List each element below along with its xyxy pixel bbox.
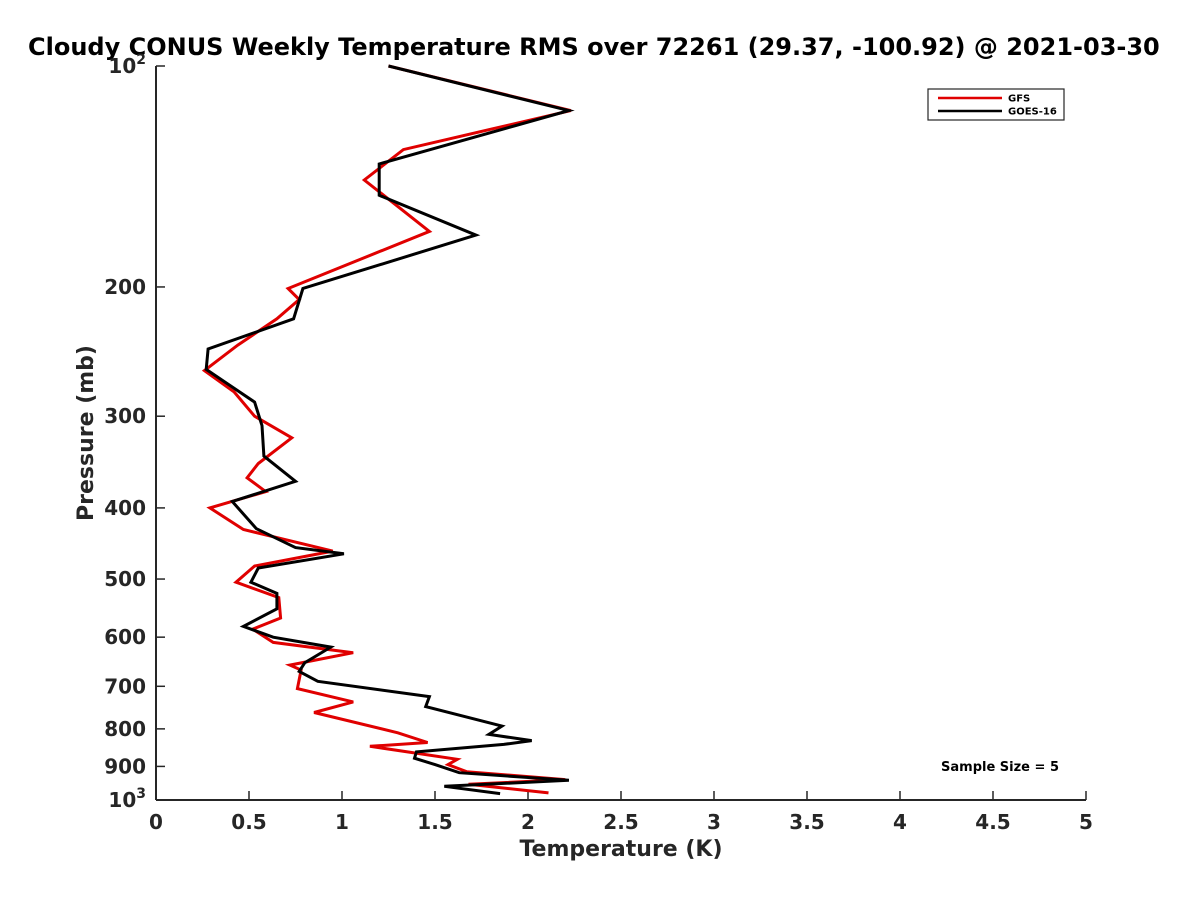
y-tick-label: 900 [104,754,146,778]
y-ticks: 102 200 300 400 500 600 700 800 900 103 [104,52,165,812]
legend-label-gfs: GFS [1008,94,1030,105]
series-layer [201,64,575,796]
x-tick-label: 0 [149,810,163,834]
legend-label-goes-16: GOES-16 [1008,107,1057,118]
x-tick-label: 4.5 [975,810,1010,834]
chart-title: Cloudy CONUS Weekly Temperature RMS over… [28,33,1160,61]
y-tick-label: 103 [108,786,146,812]
x-tick-label: 3.5 [789,810,824,834]
y-axis-label: Pressure (mb) [74,345,99,521]
y-tick-label: 200 [104,275,146,299]
legend-box [927,88,1065,121]
x-tick-label: 2 [521,810,535,834]
x-axis-label: Temperature (K) [519,837,722,862]
x-ticks: 0 0.5 1 1.5 2 2.5 3 3.5 4 4.5 5 [149,791,1093,834]
plot-area [155,66,1086,801]
y-tick-label: 102 [108,52,146,78]
series-line-goes-16 [204,64,575,796]
x-tick-label: 1 [335,810,349,834]
x-tick-label: 2.5 [603,810,638,834]
sample-size-annotation: Sample Size = 5 [941,760,1059,775]
y-tick-label: 300 [104,404,146,428]
y-tick-label: 800 [104,717,146,741]
y-tick-label: 400 [104,496,146,520]
y-tick-label: 600 [104,625,146,649]
x-tick-label: 0.5 [231,810,266,834]
series-line-gfs [201,64,572,795]
y-tick-label: 700 [104,674,146,698]
x-tick-label: 3 [707,810,721,834]
legend: GFS GOES-16 [927,88,1065,121]
x-tick-label: 5 [1079,810,1093,834]
y-tick-label: 500 [104,567,146,591]
x-tick-label: 1.5 [417,810,452,834]
x-tick-label: 4 [893,810,907,834]
